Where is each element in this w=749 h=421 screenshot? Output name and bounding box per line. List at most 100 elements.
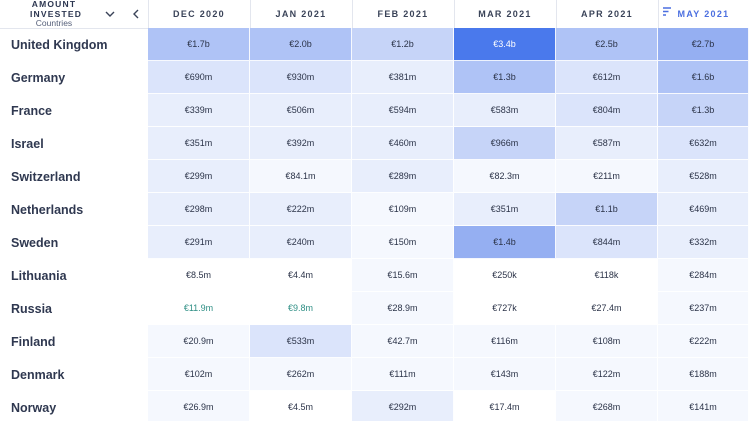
column-header[interactable]: MAR 2021 bbox=[454, 0, 557, 28]
country-row-label[interactable]: Netherlands bbox=[0, 193, 149, 226]
table-cell[interactable]: €690m bbox=[148, 61, 250, 94]
table-cell[interactable]: €26.9m bbox=[148, 391, 250, 421]
country-row-label[interactable]: Sweden bbox=[0, 226, 149, 259]
table-cell[interactable]: €583m bbox=[454, 94, 556, 127]
table-cell[interactable]: €84.1m bbox=[250, 160, 352, 193]
table-cell[interactable]: €289m bbox=[352, 160, 454, 193]
table-cell[interactable]: €268m bbox=[556, 391, 658, 421]
table-header: AMOUNT INVESTED Countries DEC 2020 JAN 20… bbox=[0, 0, 749, 29]
table-cell[interactable]: €11.9m bbox=[148, 292, 250, 325]
table-cell[interactable]: €469m bbox=[658, 193, 749, 226]
country-row-label[interactable]: United Kingdom bbox=[0, 28, 149, 61]
country-row-label[interactable]: Switzerland bbox=[0, 160, 149, 193]
table-cell[interactable]: €262m bbox=[250, 358, 352, 391]
country-name: Finland bbox=[11, 334, 56, 349]
sort-descending-icon[interactable] bbox=[662, 7, 672, 16]
table-cell[interactable]: €28.9m bbox=[352, 292, 454, 325]
table-cell[interactable]: €211m bbox=[556, 160, 658, 193]
chevron-down-icon[interactable] bbox=[104, 8, 116, 20]
table-cell[interactable]: €118k bbox=[556, 259, 658, 292]
table-cell[interactable]: €1.4b bbox=[454, 226, 556, 259]
table-cell[interactable]: €3.4b bbox=[454, 28, 556, 61]
table-cell[interactable]: €2.7b bbox=[658, 28, 749, 61]
row-dimension-header[interactable]: AMOUNT INVESTED Countries bbox=[0, 0, 149, 28]
table-cell[interactable]: €2.0b bbox=[250, 28, 352, 61]
table-cell[interactable]: €804m bbox=[556, 94, 658, 127]
column-header[interactable]: FEB 2021 bbox=[352, 0, 455, 28]
table-cell[interactable]: €528m bbox=[658, 160, 749, 193]
table-cell[interactable]: €15.6m bbox=[352, 259, 454, 292]
table-cell[interactable]: €1.3b bbox=[454, 61, 556, 94]
table-cell[interactable]: €250k bbox=[454, 259, 556, 292]
table-cell[interactable]: €392m bbox=[250, 127, 352, 160]
table-cell[interactable]: €9.8m bbox=[250, 292, 352, 325]
table-cell[interactable]: €17.4m bbox=[454, 391, 556, 421]
table-cell[interactable]: €291m bbox=[148, 226, 250, 259]
table-cell[interactable]: €111m bbox=[352, 358, 454, 391]
table-cell[interactable]: €292m bbox=[352, 391, 454, 421]
country-row-label[interactable]: Finland bbox=[0, 325, 149, 358]
country-row-label[interactable]: France bbox=[0, 94, 149, 127]
table-cell[interactable]: €20.9m bbox=[148, 325, 250, 358]
table-cell[interactable]: €299m bbox=[148, 160, 250, 193]
table-cell[interactable]: €351m bbox=[454, 193, 556, 226]
table-cell[interactable]: €122m bbox=[556, 358, 658, 391]
table-cell[interactable]: €612m bbox=[556, 61, 658, 94]
table-cell[interactable]: €102m bbox=[148, 358, 250, 391]
column-header[interactable]: DEC 2020 bbox=[148, 0, 251, 28]
table-cell[interactable]: €8.5m bbox=[148, 259, 250, 292]
table-cell[interactable]: €381m bbox=[352, 61, 454, 94]
table-cell[interactable]: €4.5m bbox=[250, 391, 352, 421]
column-header-label: MAY 2021 bbox=[677, 9, 730, 19]
table-cell[interactable]: €237m bbox=[658, 292, 749, 325]
table-cell[interactable]: €150m bbox=[352, 226, 454, 259]
table-cell[interactable]: €1.2b bbox=[352, 28, 454, 61]
table-cell[interactable]: €222m bbox=[658, 325, 749, 358]
table-cell[interactable]: €632m bbox=[658, 127, 749, 160]
chevron-left-icon[interactable] bbox=[130, 8, 142, 20]
table-cell[interactable]: €82.3m bbox=[454, 160, 556, 193]
table-cell[interactable]: €966m bbox=[454, 127, 556, 160]
table-cell[interactable]: €1.3b bbox=[658, 94, 749, 127]
table-cell[interactable]: €506m bbox=[250, 94, 352, 127]
table-cell[interactable]: €1.6b bbox=[658, 61, 749, 94]
table-cell[interactable]: €930m bbox=[250, 61, 352, 94]
table-cell[interactable]: €284m bbox=[658, 259, 749, 292]
table-cell[interactable]: €1.7b bbox=[148, 28, 250, 61]
table-cell[interactable]: €143m bbox=[454, 358, 556, 391]
table-cell[interactable]: €332m bbox=[658, 226, 749, 259]
table-cell[interactable]: €587m bbox=[556, 127, 658, 160]
table-cell[interactable]: €108m bbox=[556, 325, 658, 358]
country-name: Germany bbox=[11, 70, 66, 85]
table-cell[interactable]: €1.1b bbox=[556, 193, 658, 226]
country-row-label[interactable]: Germany bbox=[0, 61, 149, 94]
country-row-label[interactable]: Russia bbox=[0, 292, 149, 325]
column-header[interactable]: APR 2021 bbox=[556, 0, 659, 28]
table-cell[interactable]: €298m bbox=[148, 193, 250, 226]
table-cell[interactable]: €240m bbox=[250, 226, 352, 259]
country-row-label[interactable]: Lithuania bbox=[0, 259, 149, 292]
country-row-label[interactable]: Denmark bbox=[0, 358, 149, 391]
country-row-label[interactable]: Israel bbox=[0, 127, 149, 160]
country-name: Denmark bbox=[11, 367, 65, 382]
table-cell[interactable]: €4.4m bbox=[250, 259, 352, 292]
table-cell[interactable]: €109m bbox=[352, 193, 454, 226]
column-header[interactable]: JAN 2021 bbox=[250, 0, 353, 28]
column-header[interactable]: MAY 2021 bbox=[658, 0, 749, 28]
table-cell[interactable]: €460m bbox=[352, 127, 454, 160]
table-cell[interactable]: €188m bbox=[658, 358, 749, 391]
country-row-label[interactable]: Norway bbox=[0, 391, 149, 421]
table-cell[interactable]: €339m bbox=[148, 94, 250, 127]
table-cell[interactable]: €594m bbox=[352, 94, 454, 127]
table-cell[interactable]: €844m bbox=[556, 226, 658, 259]
table-cell[interactable]: €727k bbox=[454, 292, 556, 325]
table-cell[interactable]: €351m bbox=[148, 127, 250, 160]
table-cell[interactable]: €533m bbox=[250, 325, 352, 358]
table-cell[interactable]: €27.4m bbox=[556, 292, 658, 325]
table-cell[interactable]: €116m bbox=[454, 325, 556, 358]
table-cell[interactable]: €141m bbox=[658, 391, 749, 421]
table-cell[interactable]: €2.5b bbox=[556, 28, 658, 61]
table-cell[interactable]: €222m bbox=[250, 193, 352, 226]
table-cell[interactable]: €42.7m bbox=[352, 325, 454, 358]
amount-invested-label: AMOUNT INVESTED bbox=[30, 0, 83, 19]
